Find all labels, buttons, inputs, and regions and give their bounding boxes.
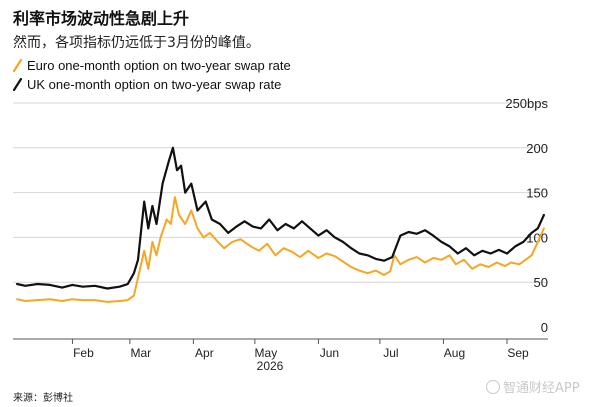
series-line-euro — [16, 196, 545, 303]
legend-swatch-euro — [13, 59, 22, 72]
legend-item-euro: Euro one-month option on two-year swap r… — [13, 56, 291, 75]
legend-label-euro: Euro one-month option on two-year swap r… — [27, 58, 291, 73]
y-tick-label-200: 200 — [526, 141, 548, 156]
chart-title: 利率市场波动性急剧上升 — [13, 9, 190, 28]
x-tick-label-mar: Mar — [131, 346, 152, 360]
watermark: 智通财经APP — [486, 377, 580, 396]
x-tick-label-feb: Feb — [73, 346, 94, 360]
source-note: 来源：彭博社 — [13, 393, 73, 404]
watermark-text: 智通财经APP — [503, 381, 580, 396]
x-year-label: 2026 — [257, 359, 284, 373]
legend: Euro one-month option on two-year swap r… — [13, 56, 291, 94]
x-tick-label-aug: Aug — [444, 346, 465, 360]
x-tick-label-apr: Apr — [195, 346, 214, 360]
series-line-uk — [16, 146, 545, 290]
x-tick-label-jul: Jul — [383, 346, 398, 360]
smartcircle-icon — [486, 379, 500, 394]
x-tick-label-may: May — [255, 346, 278, 360]
y-tick-label-250: 250bps — [505, 96, 548, 111]
legend-label-uk: UK one-month option on two-year swap rat… — [27, 77, 282, 92]
legend-item-uk: UK one-month option on two-year swap rat… — [13, 75, 291, 94]
y-tick-label-150: 150 — [526, 186, 548, 201]
y-tick-label-0: 0 — [541, 320, 548, 335]
chart-subtitle: 然而，各项指标仍远低于3月份的峰值。 — [13, 35, 260, 51]
legend-swatch-uk — [13, 78, 22, 91]
x-tick-label-sep: Sep — [507, 346, 529, 360]
x-tick-label-jun: Jun — [320, 346, 339, 360]
y-tick-label-50: 50 — [534, 275, 548, 290]
